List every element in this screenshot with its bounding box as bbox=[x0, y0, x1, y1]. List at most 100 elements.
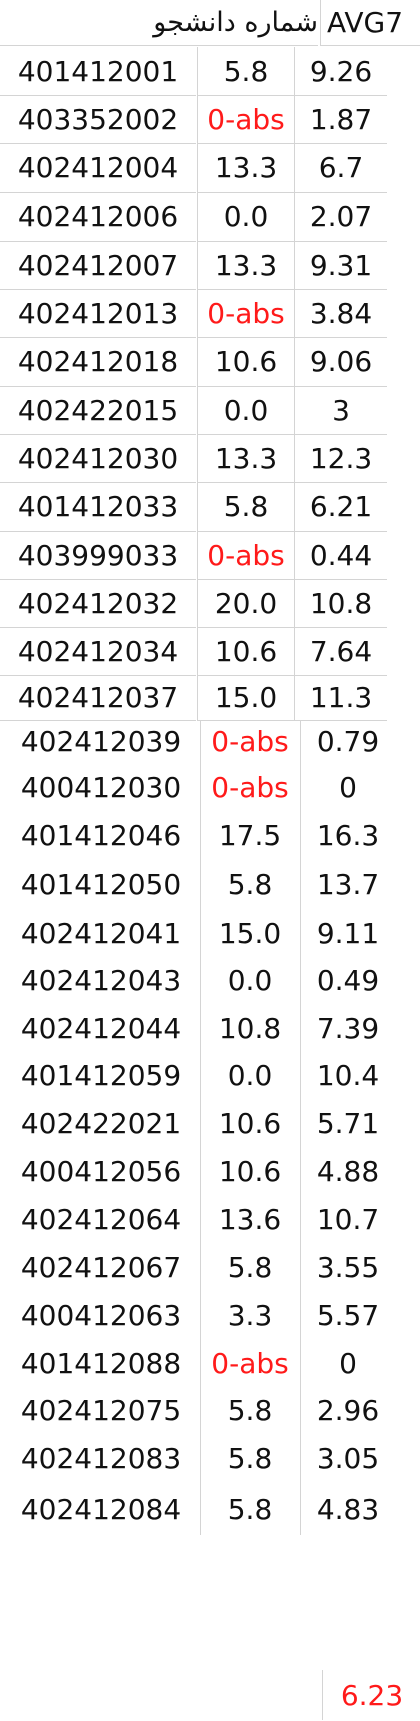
score-cell[interactable]: 0.0 bbox=[200, 957, 299, 1004]
score-cell[interactable]: 15.0 bbox=[197, 675, 294, 721]
avg-cell[interactable]: 16.3 bbox=[300, 811, 395, 860]
student-id-cell[interactable]: 402412083 bbox=[20, 1442, 182, 1475]
avg-cell[interactable]: 10.4 bbox=[300, 1052, 395, 1099]
avg-cell[interactable]: 0.44 bbox=[294, 531, 387, 580]
avg-cell[interactable]: 12.3 bbox=[294, 434, 387, 483]
student-id-cell[interactable]: 400412063 bbox=[20, 1299, 182, 1332]
absent-score-cell[interactable]: 0-abs bbox=[200, 1339, 299, 1387]
score-cell[interactable]: 0.0 bbox=[200, 1052, 299, 1099]
avg-cell[interactable]: 5.71 bbox=[300, 1099, 395, 1147]
avg-cell[interactable]: 0.49 bbox=[300, 957, 395, 1004]
avg-cell[interactable]: 3 bbox=[294, 386, 387, 435]
student-id-cell[interactable]: 402422021 bbox=[20, 1106, 182, 1140]
student-id-cell[interactable]: 401412088 bbox=[20, 1346, 182, 1380]
score-cell[interactable]: 3.3 bbox=[200, 1292, 299, 1339]
table-row: 401412088 0-abs 0 bbox=[0, 1339, 420, 1387]
student-id-cell[interactable]: 403352002 bbox=[0, 95, 196, 144]
avg-cell[interactable]: 6.7 bbox=[294, 143, 387, 193]
score-cell[interactable]: 5.8 bbox=[197, 47, 294, 96]
score-cell[interactable]: 13.6 bbox=[200, 1195, 299, 1243]
student-id-cell[interactable]: 402412004 bbox=[0, 143, 196, 193]
student-id-cell[interactable]: 402412013 bbox=[0, 289, 196, 338]
table-row: 400412056 10.6 4.88 bbox=[0, 1147, 420, 1195]
score-cell[interactable]: 0.0 bbox=[197, 386, 294, 435]
absent-score-cell[interactable]: 0-abs bbox=[200, 720, 299, 763]
score-cell[interactable]: 5.8 bbox=[200, 1434, 299, 1483]
avg-cell[interactable]: 11.3 bbox=[294, 675, 387, 721]
absent-score-cell[interactable]: 0-abs bbox=[200, 763, 299, 811]
student-id-cell[interactable]: 401412001 bbox=[0, 47, 196, 96]
score-cell[interactable]: 13.3 bbox=[197, 241, 294, 290]
student-id-cell[interactable]: 402412032 bbox=[0, 579, 196, 628]
score-cell[interactable]: 10.6 bbox=[197, 627, 294, 676]
score-cell[interactable]: 20.0 bbox=[197, 579, 294, 628]
avg-cell[interactable]: 9.26 bbox=[294, 47, 387, 96]
absent-score-cell[interactable]: 0-abs bbox=[197, 531, 294, 580]
student-id-cell[interactable]: 400412056 bbox=[20, 1154, 182, 1188]
student-id-cell[interactable]: 402412018 bbox=[0, 337, 196, 387]
table-row: 401412059 0.0 10.4 bbox=[0, 1052, 420, 1099]
score-cell[interactable]: 13.3 bbox=[197, 143, 294, 193]
score-cell[interactable]: 10.6 bbox=[200, 1099, 299, 1147]
avg-cell[interactable]: 6.21 bbox=[294, 482, 387, 532]
avg-cell[interactable]: 5.57 bbox=[300, 1292, 395, 1339]
avg-cell[interactable]: 9.06 bbox=[294, 337, 387, 387]
avg-cell[interactable]: 4.88 bbox=[300, 1147, 395, 1195]
avg-cell[interactable]: 9.11 bbox=[300, 909, 395, 957]
student-id-cell[interactable]: 403999033 bbox=[0, 531, 196, 580]
avg-cell[interactable]: 3.84 bbox=[294, 289, 387, 338]
student-id-cell[interactable]: 402412064 bbox=[20, 1202, 182, 1236]
score-cell[interactable]: 5.8 bbox=[200, 1243, 299, 1292]
student-id-cell[interactable]: 402412006 bbox=[0, 192, 196, 242]
score-cell[interactable]: 0.0 bbox=[197, 192, 294, 242]
student-id-cell[interactable]: 402412039 bbox=[20, 725, 182, 758]
student-id-cell[interactable]: 402412044 bbox=[20, 1011, 182, 1045]
avg-cell[interactable]: 7.39 bbox=[300, 1004, 395, 1052]
avg-cell[interactable]: 9.31 bbox=[294, 241, 387, 290]
avg-cell[interactable]: 13.7 bbox=[300, 860, 395, 909]
score-cell[interactable]: 10.8 bbox=[200, 1004, 299, 1052]
student-id-cell[interactable]: 402412075 bbox=[20, 1394, 182, 1427]
score-cell[interactable]: 10.6 bbox=[197, 337, 294, 387]
avg-cell[interactable]: 7.64 bbox=[294, 627, 387, 676]
table-row: 402412041 15.0 9.11 bbox=[0, 909, 420, 957]
avg-cell[interactable]: 4.83 bbox=[300, 1483, 395, 1535]
absent-score-cell[interactable]: 0-abs bbox=[197, 95, 294, 144]
score-cell[interactable]: 17.5 bbox=[200, 811, 299, 860]
student-id-cell[interactable]: 401412050 bbox=[20, 868, 182, 901]
absent-score-cell[interactable]: 0-abs bbox=[197, 289, 294, 338]
score-cell[interactable]: 5.8 bbox=[200, 860, 299, 909]
avg-cell[interactable]: 2.96 bbox=[300, 1387, 395, 1434]
table-row: 403352002 0-abs 1.87 bbox=[0, 95, 420, 144]
avg-header: AVG7 bbox=[320, 0, 420, 46]
student-id-cell[interactable]: 400412030 bbox=[20, 770, 182, 804]
table-row: 401412033 5.8 6.21 bbox=[0, 482, 420, 532]
avg-cell[interactable]: 2.07 bbox=[294, 192, 387, 242]
student-id-cell[interactable]: 402412034 bbox=[0, 627, 196, 676]
student-id-cell[interactable]: 402412067 bbox=[20, 1251, 182, 1284]
score-cell[interactable]: 15.0 bbox=[200, 909, 299, 957]
student-id-cell[interactable]: 402412007 bbox=[0, 241, 196, 290]
student-id-cell[interactable]: 401412033 bbox=[0, 482, 196, 532]
avg-cell[interactable]: 10.7 bbox=[300, 1195, 395, 1243]
score-cell[interactable]: 13.3 bbox=[197, 434, 294, 483]
student-id-cell[interactable]: 401412046 bbox=[20, 819, 182, 852]
student-id-cell[interactable]: 402412037 bbox=[0, 675, 196, 721]
student-id-cell[interactable]: 402412030 bbox=[0, 434, 196, 483]
score-cell[interactable]: 5.8 bbox=[200, 1387, 299, 1434]
student-id-cell[interactable]: 402412043 bbox=[20, 964, 182, 997]
student-id-cell[interactable]: 402412041 bbox=[20, 916, 182, 950]
avg-cell[interactable]: 10.8 bbox=[294, 579, 387, 628]
score-cell[interactable]: 5.8 bbox=[197, 482, 294, 532]
student-id-cell[interactable]: 401412059 bbox=[20, 1059, 182, 1092]
student-id-cell[interactable]: 402422015 bbox=[0, 386, 196, 435]
score-cell[interactable]: 5.8 bbox=[200, 1483, 299, 1535]
avg-cell[interactable]: 0.79 bbox=[300, 720, 395, 763]
avg-cell[interactable]: 3.05 bbox=[300, 1434, 395, 1483]
student-id-cell[interactable]: 402412084 bbox=[20, 1492, 182, 1526]
avg-cell[interactable]: 1.87 bbox=[294, 95, 387, 144]
avg-cell[interactable]: 0 bbox=[300, 763, 395, 811]
avg-cell[interactable]: 0 bbox=[300, 1339, 395, 1387]
avg-cell[interactable]: 3.55 bbox=[300, 1243, 395, 1292]
score-cell[interactable]: 10.6 bbox=[200, 1147, 299, 1195]
